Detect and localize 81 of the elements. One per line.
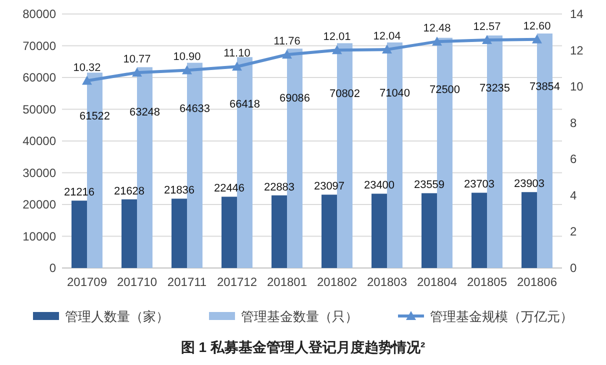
point — [432, 36, 442, 46]
y-tick-label: 20000 — [22, 198, 56, 212]
y-tick-label: 10000 — [22, 229, 56, 244]
bar — [472, 192, 487, 268]
y-tick-label: 0 — [49, 261, 56, 275]
data-label: 70802 — [329, 88, 360, 100]
bar — [172, 198, 187, 268]
legend-label: 管理基金规模（万亿元） — [430, 309, 573, 324]
data-label: 21836 — [164, 184, 195, 197]
bar — [422, 193, 437, 268]
point — [282, 50, 292, 59]
data-label: 10.77 — [123, 54, 151, 66]
y-tick-label: 50000 — [22, 102, 56, 116]
y2-tick-label: 10 — [570, 80, 584, 94]
y-tick-label: 60000 — [22, 70, 56, 84]
x-tick-label: 201801 — [266, 275, 308, 289]
bar — [122, 199, 137, 268]
data-label: 22446 — [214, 182, 245, 195]
data-label: 11.76 — [274, 36, 300, 48]
point — [482, 34, 492, 44]
data-label: 12.48 — [423, 22, 451, 35]
data-label: 12.60 — [523, 20, 551, 32]
data-label: 12.04 — [373, 30, 401, 43]
y-tick-label: 30000 — [22, 166, 56, 180]
x-tick-label: 201711 — [167, 275, 207, 289]
data-label: 21216 — [64, 186, 95, 199]
x-tick-label: 201709 — [66, 275, 108, 289]
y-tick-label: 80000 — [22, 7, 56, 21]
data-label: 23559 — [414, 179, 445, 192]
point — [132, 68, 142, 77]
data-label: 21628 — [114, 185, 145, 198]
point — [382, 44, 392, 54]
text: 图 1 私募基金管理人登记月度趋势情况² — [180, 339, 426, 355]
data-label: 23703 — [464, 178, 495, 191]
y2-tick-label: 8 — [570, 116, 577, 130]
data-label: 12.57 — [473, 20, 501, 33]
data-label: 73235 — [479, 82, 510, 94]
x-tick-label: 201710 — [116, 275, 158, 289]
x-tick-label: 201805 — [466, 275, 508, 289]
bar — [222, 196, 237, 268]
y2-tick-label: 0 — [570, 261, 577, 275]
data-label: 22883 — [264, 181, 295, 194]
point — [332, 45, 342, 54]
y2-tick-label: 2 — [570, 224, 577, 239]
point — [182, 65, 192, 74]
bar — [522, 192, 537, 268]
data-label: 73854 — [529, 80, 560, 93]
legend-label: 管理人数量（家） — [65, 309, 169, 324]
point — [232, 62, 242, 71]
data-label: 66418 — [229, 98, 260, 111]
x-tick-label: 201712 — [216, 275, 258, 289]
bar — [272, 195, 287, 268]
data-label: 63248 — [129, 106, 160, 118]
y-tick-label: 40000 — [22, 134, 56, 148]
y2-tick-label: 14 — [570, 7, 584, 21]
x-tick-label: 201802 — [316, 275, 358, 289]
data-label: 10.90 — [173, 51, 201, 64]
bar — [322, 194, 337, 268]
y2-tick-label: 6 — [570, 152, 577, 166]
data-label: 61522 — [79, 110, 110, 123]
data-label: 12.01 — [323, 31, 351, 44]
data-label: 23400 — [364, 180, 395, 192]
y2-tick-label: 12 — [570, 43, 584, 58]
x-tick-label: 201804 — [416, 275, 458, 289]
point — [532, 34, 542, 44]
legend-label: 管理基金数量（只） — [241, 309, 358, 324]
data-label: 64633 — [179, 103, 210, 116]
data-label: 69086 — [279, 92, 310, 104]
data-label: 23903 — [514, 178, 545, 190]
bar — [372, 194, 387, 268]
x-tick-label: 201803 — [366, 275, 408, 289]
data-label: 11.10 — [224, 48, 250, 60]
data-label: 72500 — [429, 84, 460, 96]
data-label: 10.32 — [73, 62, 101, 74]
point — [82, 76, 92, 85]
data-label: 71040 — [379, 88, 410, 100]
y2-tick-label: 4 — [570, 188, 577, 202]
x-tick-label: 201806 — [516, 275, 558, 289]
bar — [72, 200, 87, 268]
data-label: 23097 — [314, 180, 345, 193]
y-tick-label: 70000 — [22, 38, 56, 53]
